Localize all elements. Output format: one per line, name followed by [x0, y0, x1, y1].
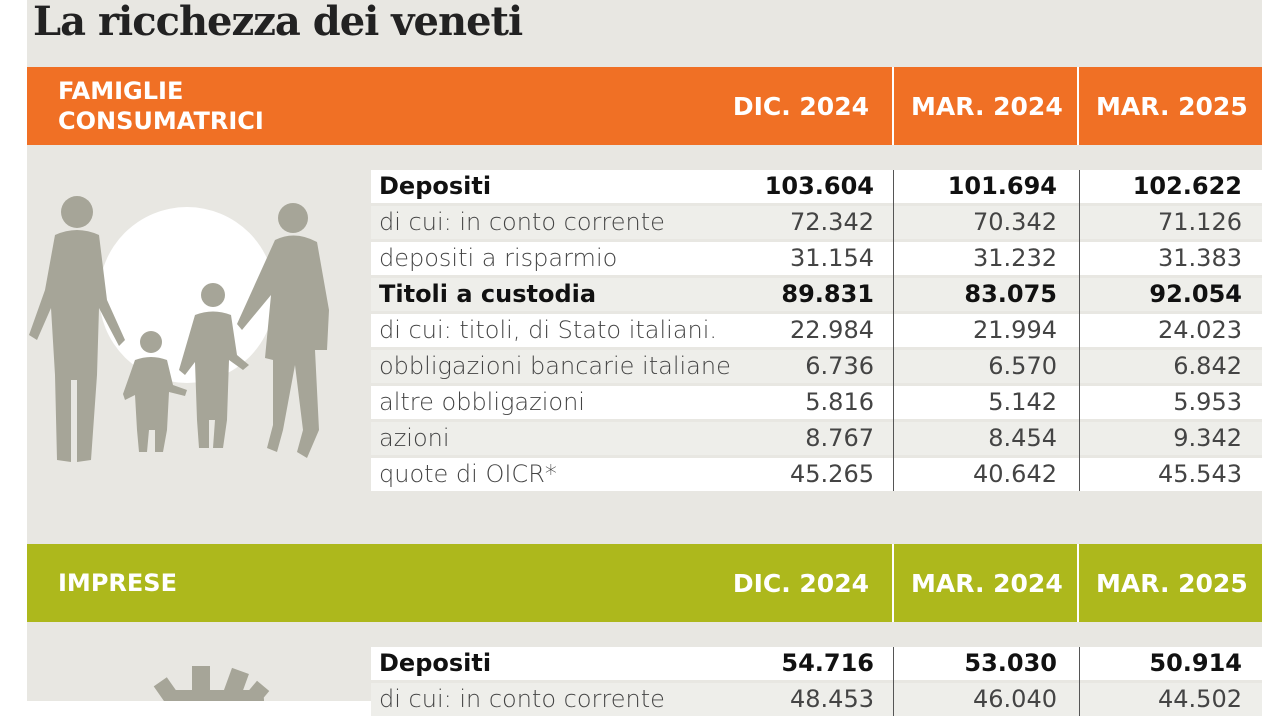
- row-label: altre obbligazioni: [379, 388, 585, 416]
- row-label: Titoli a custodia: [379, 280, 597, 308]
- row-value: 102.622: [1132, 172, 1242, 200]
- row-value: 31.232: [973, 244, 1057, 272]
- row-label: di cui: in conto corrente: [379, 208, 665, 236]
- row-value: 9.342: [1173, 424, 1242, 452]
- row-value: 45.265: [790, 460, 874, 488]
- table-row: di cui: titoli, di Stato italiani. 22.984…: [371, 314, 1262, 347]
- businesses-header-separator: [1077, 544, 1079, 622]
- family-silhouette-icon: [29, 196, 329, 462]
- table-row: di cui: in conto corrente 48.453 46.040 44.…: [371, 683, 1262, 716]
- column-divider: [1079, 170, 1080, 491]
- row-value: 31.383: [1158, 244, 1242, 272]
- row-value: 54.716: [781, 649, 874, 677]
- row-value: 89.831: [781, 280, 874, 308]
- column-divider: [893, 647, 894, 716]
- row-value: 5.953: [1173, 388, 1242, 416]
- table-row: quote di OICR* 45.265 40.642 45.543: [371, 458, 1262, 491]
- families-category-label: FAMIGLIE CONSUMATRICI: [58, 77, 264, 135]
- families-col-dic-2024: DIC. 2024: [732, 91, 869, 121]
- row-label: quote di OICR*: [379, 460, 557, 488]
- row-value: 8.454: [988, 424, 1057, 452]
- row-value: 24.023: [1158, 316, 1242, 344]
- row-value: 8.767: [805, 424, 874, 452]
- table-row: depositi a risparmio 31.154 31.232 31.383: [371, 242, 1262, 275]
- row-value: 83.075: [964, 280, 1057, 308]
- row-label: obbligazioni bancarie italiane: [379, 352, 731, 380]
- table-row: Depositi 103.604 101.694 102.622: [371, 170, 1262, 203]
- gear-icon: [153, 666, 270, 701]
- row-value: 72.342: [790, 208, 874, 236]
- row-label: di cui: in conto corrente: [379, 685, 665, 713]
- families-header: FAMIGLIE CONSUMATRICI DIC. 2024 MAR. 202…: [27, 67, 1262, 145]
- row-label: depositi a risparmio: [379, 244, 618, 272]
- table-row: obbligazioni bancarie italiane 6.736 6.570…: [371, 350, 1262, 383]
- row-value: 101.694: [947, 172, 1057, 200]
- row-value: 22.984: [790, 316, 874, 344]
- row-value: 45.543: [1158, 460, 1242, 488]
- page-title: La ricchezza dei veneti: [33, 0, 523, 45]
- table-row: Titoli a custodia 89.831 83.075 92.054: [371, 278, 1262, 311]
- row-label: Depositi: [379, 649, 492, 677]
- table-row: Depositi 54.716 53.030 50.914: [371, 647, 1262, 680]
- row-value: 5.142: [988, 388, 1057, 416]
- businesses-col-dic-2024: DIC. 2024: [732, 568, 869, 598]
- families-header-separator: [892, 67, 894, 145]
- row-value: 6.570: [988, 352, 1057, 380]
- businesses-col-mar-2024: MAR. 2024: [911, 568, 1063, 598]
- families-col-mar-2025: MAR. 2025: [1096, 91, 1248, 121]
- row-value: 46.040: [973, 685, 1057, 713]
- businesses-col-mar-2025: MAR. 2025: [1096, 568, 1248, 598]
- families-header-separator: [1077, 67, 1079, 145]
- row-label: di cui: titoli, di Stato italiani.: [379, 316, 718, 344]
- row-value: 71.126: [1158, 208, 1242, 236]
- row-value: 92.054: [1149, 280, 1242, 308]
- row-value: 44.502: [1158, 685, 1242, 713]
- table-row: azioni 8.767 8.454 9.342: [371, 422, 1262, 455]
- column-divider: [893, 170, 894, 491]
- row-value: 6.842: [1173, 352, 1242, 380]
- table-row: di cui: in conto corrente 72.342 70.342 71.…: [371, 206, 1262, 239]
- row-value: 6.736: [805, 352, 874, 380]
- businesses-category-label: IMPRESE: [58, 569, 177, 597]
- row-value: 70.342: [973, 208, 1057, 236]
- row-label: azioni: [379, 424, 450, 452]
- row-value: 53.030: [964, 649, 1057, 677]
- row-value: 5.816: [805, 388, 874, 416]
- row-value: 31.154: [790, 244, 874, 272]
- businesses-header-separator: [892, 544, 894, 622]
- row-value: 50.914: [1149, 649, 1242, 677]
- table-row: altre obbligazioni 5.816 5.142 5.953: [371, 386, 1262, 419]
- row-value: 103.604: [764, 172, 874, 200]
- column-divider: [1079, 647, 1080, 716]
- row-value: 21.994: [973, 316, 1057, 344]
- row-value: 48.453: [790, 685, 874, 713]
- businesses-header: IMPRESE DIC. 2024 MAR. 2024 MAR. 2025: [27, 544, 1262, 622]
- families-col-mar-2024: MAR. 2024: [911, 91, 1063, 121]
- row-label: Depositi: [379, 172, 492, 200]
- row-value: 40.642: [973, 460, 1057, 488]
